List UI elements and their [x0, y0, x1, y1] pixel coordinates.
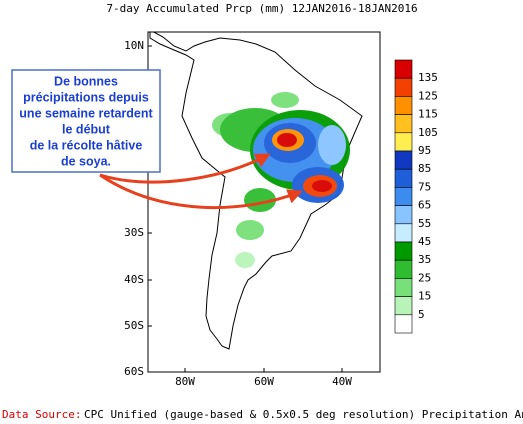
annotation-line: une semaine retardent	[19, 106, 153, 120]
annotation-line: de soya.	[61, 154, 111, 168]
annotation-box	[11, 69, 161, 173]
legend-level: 115	[418, 108, 438, 121]
legend-level: 75	[418, 180, 431, 193]
arrow	[99, 153, 271, 184]
legend-level: 85	[418, 162, 431, 175]
legend-swatch	[394, 114, 413, 134]
color-legend: 135 125 115 105 95 85 75 65 55 45 35 25 15 5	[394, 59, 438, 334]
legend-swatch	[394, 168, 413, 188]
data-source-text: CPC Unified (gauge-based & 0.5x0.5 deg r…	[84, 408, 523, 421]
legend-swatch	[394, 59, 413, 79]
legend-swatch	[394, 223, 413, 243]
legend-swatch	[394, 96, 413, 115]
lat-label: 50S	[124, 319, 144, 332]
map-title: 7-day Accumulated Prcp (mm) 12JAN2016-18…	[106, 2, 417, 15]
legend-swatch	[394, 296, 413, 316]
precipitation	[212, 92, 350, 268]
legend-level: 15	[418, 290, 431, 303]
lon-label: 40W	[332, 375, 352, 388]
legend-level: 35	[418, 253, 431, 266]
legend-level: 65	[418, 199, 431, 212]
annotation: De bonnes précipitations depuis une semain…	[11, 69, 303, 209]
legend-level: 125	[418, 89, 438, 102]
legend-swatch	[394, 150, 413, 170]
legend-level: 45	[418, 235, 431, 248]
legend-swatch	[394, 259, 413, 279]
annotation-line: de la récolte hâtive	[30, 138, 143, 152]
legend-level: 135	[418, 71, 438, 84]
lat-label: 40S	[124, 273, 144, 286]
map-area	[148, 32, 380, 372]
lat-label: 60S	[124, 365, 144, 378]
annotation-line: le début	[62, 122, 111, 136]
legend-swatch	[394, 205, 413, 225]
lon-label: 60W	[254, 375, 274, 388]
lat-label: 30S	[124, 226, 144, 239]
legend-swatch	[394, 278, 413, 297]
annotation-text: De bonnes précipitations depuis une semain…	[19, 74, 153, 168]
annotation-line: De bonnes	[54, 74, 118, 88]
arrow	[99, 173, 303, 209]
legend-level: 105	[418, 126, 438, 139]
legend-level: 55	[418, 217, 431, 230]
legend-swatch	[394, 187, 413, 206]
legend-swatch	[394, 314, 413, 334]
axis-ticks: 10N 30S 40S 50S 60S 80W 60W 40W	[124, 39, 352, 388]
lon-label: 80W	[175, 375, 195, 388]
legend-level: 25	[418, 271, 431, 284]
legend-swatch	[394, 241, 413, 261]
data-source-label: Data Source:	[2, 408, 81, 421]
legend-swatch	[394, 77, 413, 97]
lat-label: 10N	[124, 39, 144, 52]
annotation-line: précipitations depuis	[23, 90, 149, 104]
legend-level: 95	[418, 144, 431, 157]
legend-swatch	[394, 132, 413, 152]
legend-level: 5	[418, 308, 425, 321]
